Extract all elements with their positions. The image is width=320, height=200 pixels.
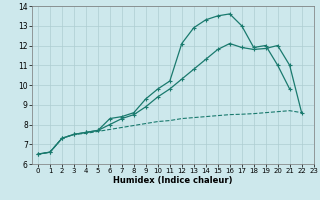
X-axis label: Humidex (Indice chaleur): Humidex (Indice chaleur): [113, 176, 233, 185]
